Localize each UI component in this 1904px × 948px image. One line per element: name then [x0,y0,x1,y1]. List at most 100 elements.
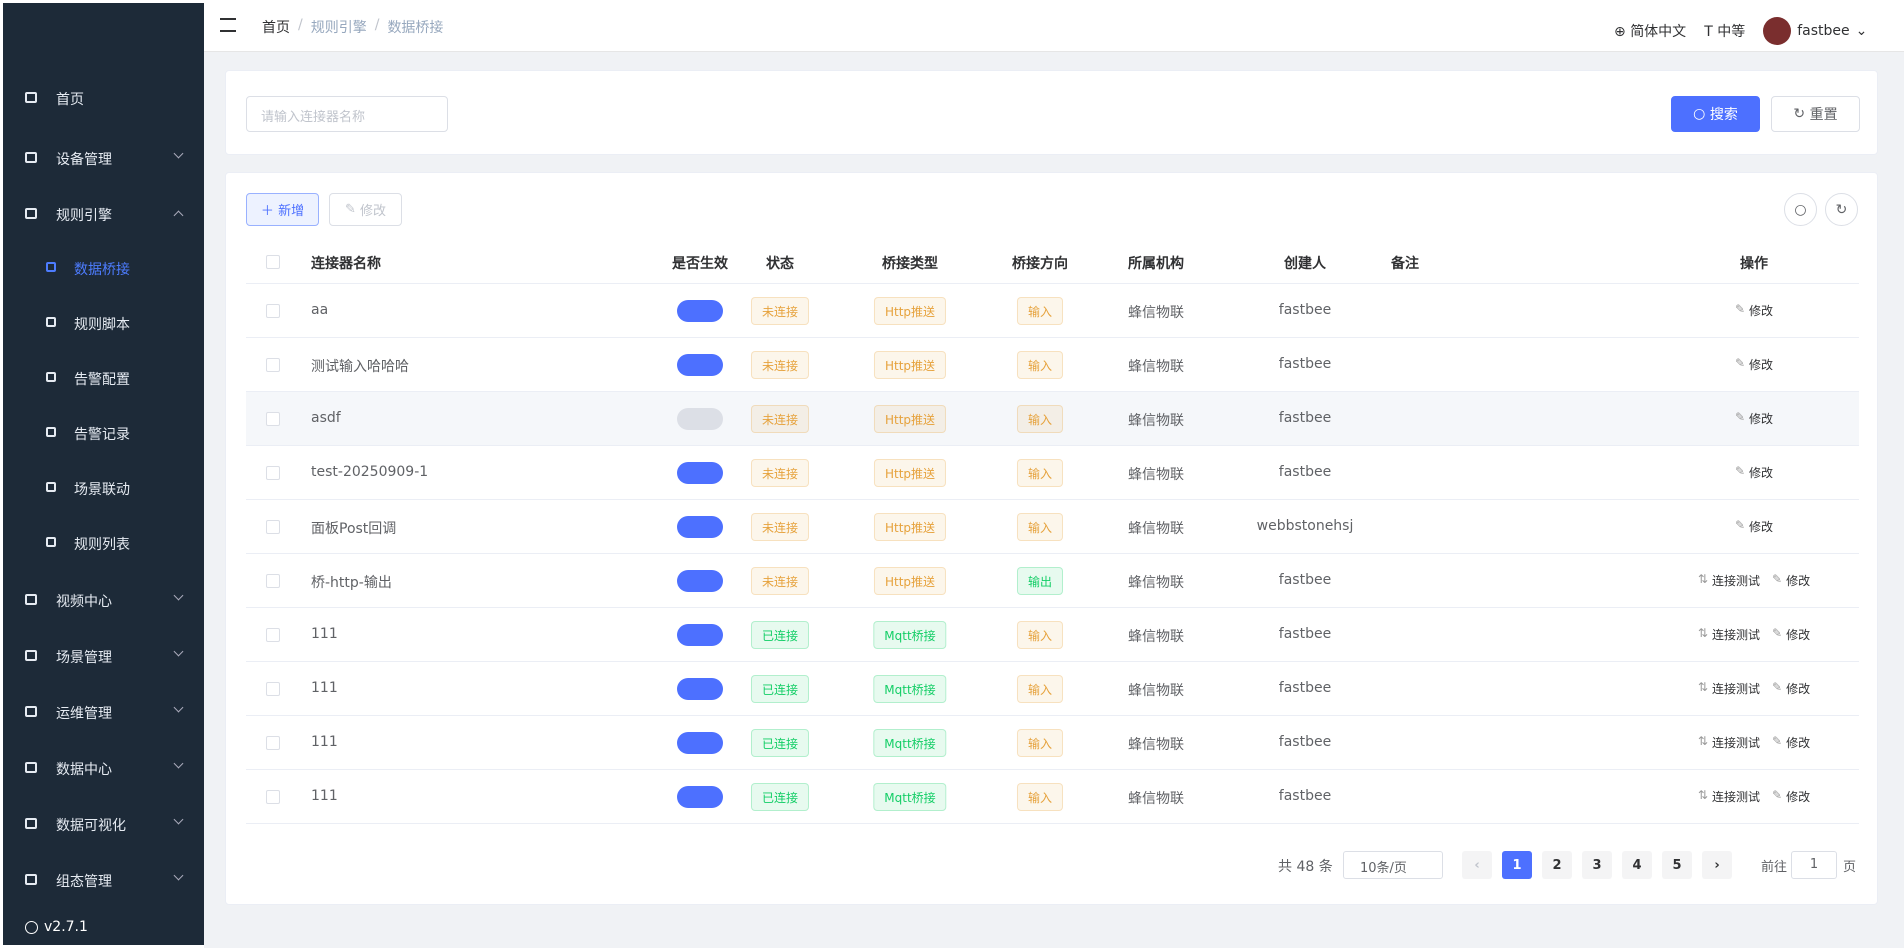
action-link[interactable]: ⇅ 连接测试 [1698,788,1760,805]
menu-item[interactable]: 规则引擎 [3,194,204,234]
menu-item[interactable]: 组态管理 [3,860,204,900]
enabled-switch[interactable] [677,786,723,808]
prev-page[interactable]: ‹ [1462,851,1492,879]
row-actions: ✎ 修改 [1735,410,1773,427]
goto-input[interactable]: 1 [1791,851,1837,879]
action-link[interactable]: ✎ 修改 [1735,464,1773,481]
page-number[interactable]: 5 [1662,851,1692,879]
menu-item[interactable]: 运维管理 [3,692,204,732]
header-tools: ⊕ 简体中文 T 中等 fastbee ⌄ [1614,17,1867,45]
version-icon [25,920,38,934]
page-number[interactable]: 1 [1502,851,1532,879]
submenu-icon [46,482,56,492]
action-link[interactable]: ✎ 修改 [1735,356,1773,373]
row-checkbox[interactable] [266,412,280,426]
size-select[interactable]: T 中等 [1704,24,1746,40]
row-checkbox[interactable] [266,682,280,696]
table-row: 111 已连接 Mqtt桥接 输入 蜂信物联 fastbee ⇅ 连接测试 ✎ 修改 [246,716,1859,770]
menu-chevron [173,870,184,881]
enabled-switch[interactable] [677,516,723,538]
action-link[interactable]: ✎ 修改 [1772,626,1810,643]
breadcrumb-item[interactable]: 首页 [262,20,290,36]
submenu-item[interactable]: 规则列表 [3,523,204,563]
row-checkbox[interactable] [266,736,280,750]
reset-button[interactable]: ↻ 重置 [1771,96,1860,132]
direction-tag: 输入 [1016,459,1064,487]
menu-label: 首页 [56,92,84,108]
row-checkbox[interactable] [266,520,280,534]
next-page[interactable]: › [1702,851,1732,879]
enabled-switch[interactable] [677,300,723,322]
version-text: v2.7.1 [44,919,88,935]
action-link[interactable]: ✎ 修改 [1772,680,1810,697]
enabled-switch[interactable] [677,624,723,646]
action-link[interactable]: ✎ 修改 [1735,302,1773,319]
direction-tag: 输入 [1016,621,1064,649]
page-number[interactable]: 3 [1582,851,1612,879]
menu-item[interactable]: 场景管理 [3,636,204,676]
menu-label: 视频中心 [56,594,112,610]
action-link[interactable]: ⇅ 连接测试 [1698,572,1760,589]
row-checkbox[interactable] [266,466,280,480]
menu-item[interactable]: 数据可视化 [3,804,204,844]
submenu-item[interactable]: 数据桥接 [3,248,204,288]
row-checkbox[interactable] [266,358,280,372]
refresh-button[interactable]: ↻ [1825,193,1858,226]
edit-button[interactable]: ✎ 修改 [329,193,402,226]
column-header: 操作 [1740,256,1768,272]
submenu-item[interactable]: 告警配置 [3,358,204,398]
enabled-switch[interactable] [677,570,723,592]
action-link[interactable]: ✎ 修改 [1735,518,1773,535]
collapse-toggle[interactable] [220,18,236,32]
enabled-switch[interactable] [677,462,723,484]
column-header: 创建人 [1284,256,1326,272]
page-size-select[interactable]: 10条/页 [1343,851,1443,879]
enabled-switch[interactable] [677,408,723,430]
menu-item[interactable]: 设备管理 [3,138,204,178]
enabled-switch[interactable] [677,678,723,700]
add-button[interactable]: ＋ 新增 [246,193,319,226]
submenu-item[interactable]: 场景联动 [3,468,204,508]
page-unit: 页 [1843,860,1857,875]
table-row: 111 已连接 Mqtt桥接 输入 蜂信物联 fastbee ⇅ 连接测试 ✎ 修改 [246,770,1859,824]
submenu-item[interactable]: 告警记录 [3,413,204,453]
toggle-search-button[interactable]: ○ [1784,193,1817,226]
row-actions: ✎ 修改 [1735,356,1773,373]
action-link[interactable]: ✎ 修改 [1772,572,1810,589]
row-checkbox[interactable] [266,574,280,588]
page-number[interactable]: 4 [1622,851,1652,879]
select-all-checkbox[interactable] [266,255,280,269]
enabled-switch[interactable] [677,732,723,754]
row-checkbox[interactable] [266,304,280,318]
menu-label: 场景管理 [56,650,112,666]
submenu-item[interactable]: 规则脚本 [3,303,204,343]
page-number[interactable]: 2 [1542,851,1572,879]
menu-item[interactable]: 视频中心 [3,580,204,620]
breadcrumb-item[interactable]: 规则引擎 [310,20,367,36]
menu-item[interactable]: 数据中心 [3,748,204,788]
row-checkbox[interactable] [266,628,280,642]
menu-item[interactable]: 首页 [3,78,204,118]
name-input[interactable]: 请输入连接器名称 [246,96,448,132]
action-link[interactable]: ⇅ 连接测试 [1698,734,1760,751]
enabled-switch[interactable] [677,354,723,376]
user-menu[interactable]: fastbee ⌄ [1763,17,1867,45]
action-link[interactable]: ⇅ 连接测试 [1698,626,1760,643]
organization: 蜂信物联 [1128,791,1184,807]
row-actions: ⇅ 连接测试 ✎ 修改 [1698,572,1810,589]
table-row: aa 未连接 Http推送 输入 蜂信物联 fastbee ✎ 修改 [246,284,1859,338]
action-link[interactable]: ✎ 修改 [1772,788,1810,805]
action-link[interactable]: ✎ 修改 [1772,734,1810,751]
status-tag: 未连接 [750,459,810,487]
row-checkbox[interactable] [266,790,280,804]
organization: 蜂信物联 [1128,305,1184,321]
action-link[interactable]: ✎ 修改 [1735,410,1773,427]
language-select[interactable]: ⊕ 简体中文 [1614,24,1687,40]
search-button[interactable]: ○ 搜索 [1671,96,1760,132]
direction-tag: 输入 [1016,513,1064,541]
action-label: 修改 [1786,736,1811,750]
search-button-label: 搜索 [1709,107,1738,123]
edit-button-label: 修改 [360,204,387,219]
action-link[interactable]: ⇅ 连接测试 [1698,680,1760,697]
